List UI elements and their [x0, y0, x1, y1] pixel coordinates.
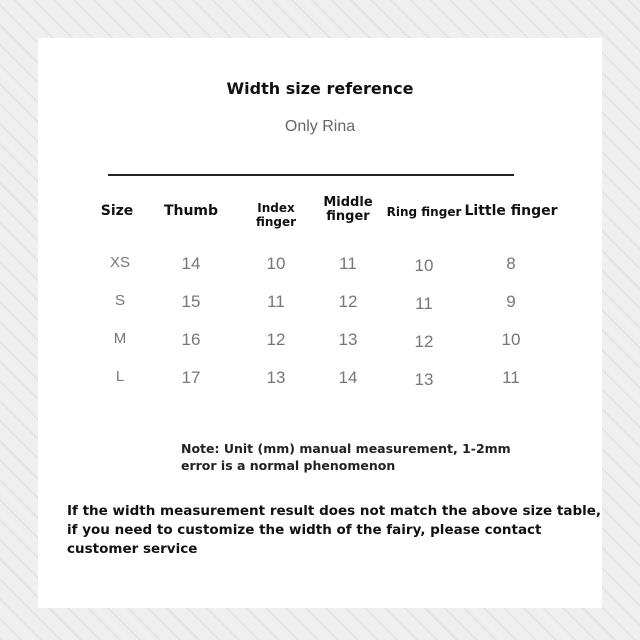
footer-text: If the width measurement result does not…	[67, 503, 602, 557]
column-header: Middle finger	[323, 195, 373, 224]
table-cell: 15	[181, 292, 201, 311]
size-label: M	[113, 330, 127, 347]
brand-name: Only Rina	[284, 118, 356, 135]
column-header: Thumb	[163, 203, 219, 219]
table-cell: 14	[338, 368, 358, 387]
table-cell: 12	[266, 330, 286, 349]
table-cell: 14	[181, 254, 201, 273]
table-cell: 11	[267, 292, 285, 311]
table-cell: 9	[506, 292, 516, 311]
size-label: S	[114, 292, 126, 309]
table-cell: 11	[339, 254, 357, 273]
column-header: Little finger	[464, 203, 558, 219]
note-text: Note: Unit (mm) manual measurement, 1-2m…	[181, 441, 511, 473]
page-title: Width size reference	[226, 79, 414, 98]
table-cell: 16	[181, 330, 201, 349]
divider	[108, 174, 514, 176]
table-cell: 10	[266, 254, 286, 273]
content-card	[38, 38, 602, 608]
column-header: Index finger	[255, 201, 297, 229]
table-cell: 17	[181, 368, 201, 387]
table-cell: 12	[338, 292, 358, 311]
table-cell: 11	[415, 294, 433, 313]
table-cell: 11	[502, 368, 520, 387]
table-cell: 13	[414, 370, 434, 389]
table-cell: 8	[506, 254, 516, 273]
size-label: XS	[109, 254, 131, 271]
table-cell: 10	[414, 256, 434, 275]
table-cell: 13	[266, 368, 286, 387]
table-cell: 10	[501, 330, 521, 349]
column-header: Size	[100, 203, 134, 219]
table-cell: 12	[414, 332, 434, 351]
column-header: Ring finger	[386, 205, 462, 219]
table-cell: 13	[338, 330, 358, 349]
size-label: L	[115, 368, 125, 385]
